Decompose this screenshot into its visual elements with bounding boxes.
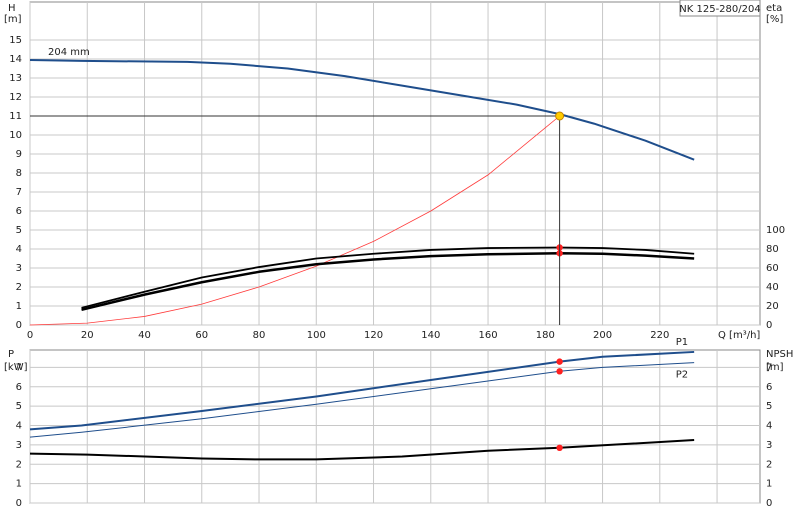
y2-tick-label: 2 — [766, 459, 772, 470]
y2-tick-label: 3 — [766, 440, 772, 451]
y-tick-label: 8 — [16, 168, 22, 179]
y-tick-label: 6 — [16, 382, 22, 393]
y2-axis-unit: [%] — [766, 14, 783, 25]
y2-tick-label: 1 — [766, 479, 772, 490]
chart-title: NK 125-280/204 — [679, 4, 760, 15]
y-axis-unit: [m] — [4, 14, 22, 25]
x-tick-label: 0 — [27, 330, 33, 341]
y-tick-label: 7 — [16, 362, 22, 373]
x-tick-label: 80 — [253, 330, 266, 341]
curve — [29, 350, 695, 431]
series-label: P1 — [676, 337, 688, 348]
series-label: P2 — [676, 370, 688, 381]
y2-tick-label: 5 — [766, 401, 772, 412]
x-tick-label: 200 — [593, 330, 612, 341]
y-tick-label: 14 — [9, 54, 22, 65]
x-tick-label: 100 — [307, 330, 326, 341]
y-tick-label: 10 — [9, 130, 22, 141]
x-tick-label: 120 — [364, 330, 383, 341]
curve — [29, 58, 695, 161]
y2-tick-label: 80 — [766, 244, 779, 255]
title-box — [679, 0, 761, 17]
y2-tick-label: 40 — [766, 282, 779, 293]
x-tick-label: 60 — [195, 330, 208, 341]
plot-frame — [29, 349, 761, 504]
y-tick-label: 1 — [16, 301, 22, 312]
y-tick-label: 3 — [16, 440, 22, 451]
x-tick-label: 220 — [650, 330, 669, 341]
y-tick-label: 9 — [16, 149, 22, 160]
y-tick-label: 1 — [16, 479, 22, 490]
y-tick-label: 13 — [9, 73, 22, 84]
y2-tick-label: 60 — [766, 263, 779, 274]
x-tick-label: 40 — [138, 330, 151, 341]
y2-tick-label: 4 — [766, 421, 772, 432]
y2-axis-unit: [m] — [766, 362, 784, 373]
plot-frame — [29, 1, 761, 326]
y2-tick-label: 20 — [766, 301, 779, 312]
operating-point — [556, 368, 563, 375]
curve-annotation: 204 mm — [48, 47, 90, 58]
y2-tick-label: 6 — [766, 382, 772, 393]
y-tick-label: 2 — [16, 282, 22, 293]
y-axis-unit: [kW] — [4, 362, 28, 373]
y-tick-label: 6 — [16, 206, 22, 217]
y-tick-label: 0 — [16, 498, 22, 509]
x-axis-label: Q [m³/h] — [718, 330, 760, 341]
curve — [29, 115, 560, 326]
y2-axis-label: eta — [766, 3, 782, 14]
y-axis-label: P — [8, 349, 14, 360]
y-tick-label: 11 — [9, 111, 22, 122]
y-tick-label: 7 — [16, 187, 22, 198]
x-tick-label: 140 — [421, 330, 440, 341]
curve — [81, 252, 695, 312]
y2-tick-label: 0 — [766, 320, 772, 331]
curve — [29, 362, 695, 438]
curve — [29, 439, 695, 461]
x-tick-label: 180 — [536, 330, 555, 341]
operating-point — [556, 358, 563, 365]
curve — [81, 246, 695, 309]
y-tick-label: 15 — [9, 35, 22, 46]
y2-tick-label: 0 — [766, 498, 772, 509]
y2-axis-label: NPSH — [766, 349, 793, 360]
y-tick-label: 3 — [16, 263, 22, 274]
x-tick-label: 20 — [81, 330, 94, 341]
y2-tick-label: 100 — [766, 225, 785, 236]
y-tick-label: 4 — [16, 421, 22, 432]
y-axis-label: H — [8, 3, 16, 14]
y-tick-label: 4 — [16, 244, 22, 255]
y-tick-label: 0 — [16, 320, 22, 331]
y-tick-label: 12 — [9, 92, 22, 103]
y-tick-label: 5 — [16, 225, 22, 236]
y2-tick-label: 7 — [766, 362, 772, 373]
x-tick-label: 160 — [478, 330, 497, 341]
y-tick-label: 2 — [16, 459, 22, 470]
y-tick-label: 5 — [16, 401, 22, 412]
operating-point — [556, 444, 563, 452]
operating-point — [555, 111, 565, 121]
